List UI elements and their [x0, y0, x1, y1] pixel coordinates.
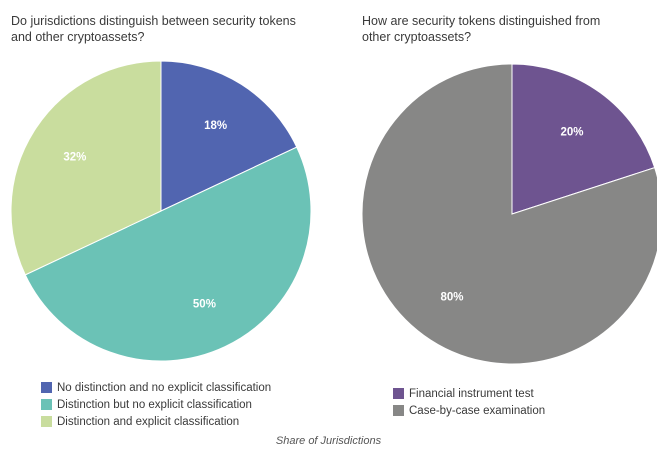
- slice-value-label: 32%: [63, 151, 86, 163]
- legend-swatch: [393, 405, 404, 416]
- slice-value-label: 18%: [204, 120, 227, 132]
- pie-slice-case-by-case-examination: [361, 63, 657, 365]
- slice-value-label: 20%: [560, 126, 583, 138]
- chart-title: Do jurisdictions distinguish between sec…: [11, 14, 296, 44]
- legend-swatch: [393, 388, 404, 399]
- legend-item: No distinction and no explicit classific…: [41, 379, 271, 396]
- legend-swatch: [41, 382, 52, 393]
- legend-label: Distinction and explicit classification: [57, 415, 240, 428]
- pie-slice-distinction-and-explicit-classification: [10, 60, 162, 276]
- pie-slice-no-distinction-and-no-explicit-classification: [160, 60, 298, 212]
- pie-chart: 20% 80%: [361, 63, 657, 365]
- chart-caption: Share of Jurisdictions: [275, 435, 382, 447]
- chart-jurisdiction-distinction: Do jurisdictions distinguish between sec…: [10, 14, 312, 430]
- legend-swatch: [41, 399, 52, 410]
- legend-label: No distinction and no explicit classific…: [57, 381, 272, 394]
- legend-label: Case-by-case examination: [409, 404, 546, 417]
- chart-legend: No distinction and no explicit classific…: [41, 379, 271, 430]
- legend-item: Case-by-case examination: [393, 402, 545, 419]
- slice-value-label: 80%: [441, 292, 464, 304]
- legend-item: Distinction but no explicit classificati…: [41, 396, 271, 413]
- chart-distinction-method: How are security tokens distinguished fr…: [330, 0, 657, 450]
- chart-title: How are security tokens distinguished fr…: [362, 14, 601, 44]
- legend-label: Financial instrument test: [409, 387, 534, 400]
- pie-slice-financial-instrument-test: [511, 63, 656, 215]
- legend-label: Distinction but no explicit classificati…: [57, 398, 252, 411]
- pie-chart: 18% 50% 32%: [10, 60, 312, 362]
- pie-slice-distinction-but-no-explicit-classification: [24, 146, 312, 362]
- slice-value-label: 50%: [193, 298, 216, 310]
- chart-legend: Financial instrument test Case-by-case ex…: [393, 385, 545, 419]
- legend-item: Distinction and explicit classification: [41, 413, 271, 430]
- legend-swatch: [41, 416, 52, 427]
- legend-item: Financial instrument test: [393, 385, 545, 402]
